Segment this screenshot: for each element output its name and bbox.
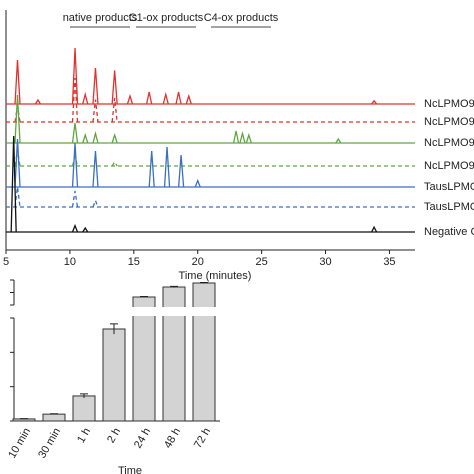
peak xyxy=(92,150,99,188)
error-bar xyxy=(20,418,28,420)
x-tick-label: 30 min xyxy=(36,426,63,461)
peak xyxy=(232,130,240,144)
peak xyxy=(162,91,169,105)
peak xyxy=(82,132,89,144)
x-tick-label: 72 h xyxy=(192,426,213,451)
error-bar xyxy=(110,323,118,335)
peak xyxy=(92,99,99,123)
peak xyxy=(175,91,182,105)
bar xyxy=(42,413,66,422)
peak xyxy=(92,198,99,208)
peak xyxy=(34,98,42,105)
bar xyxy=(72,395,96,422)
peak xyxy=(111,70,118,105)
bar xyxy=(102,328,126,422)
peak xyxy=(335,137,342,144)
legend-label: NcLPMO9F xyxy=(424,98,474,110)
x-tick-label: 30 xyxy=(319,256,331,268)
peak xyxy=(111,160,118,167)
peak xyxy=(111,97,118,123)
peak xyxy=(185,93,192,105)
peak xyxy=(371,99,378,105)
legend-label: NcLPMO9C xyxy=(424,137,474,149)
x-tick-label: 10 min xyxy=(6,426,33,461)
peak xyxy=(71,77,79,123)
axis-break xyxy=(192,307,216,316)
annotation: C4-ox products xyxy=(204,12,279,24)
error-bar xyxy=(200,282,208,284)
legend-label: NcLPMO9C xyxy=(424,160,474,172)
peak xyxy=(71,223,79,233)
x-axis-label: Time xyxy=(118,465,142,474)
peak xyxy=(82,226,89,233)
bar xyxy=(192,282,216,422)
error-bar xyxy=(80,393,88,398)
peak xyxy=(82,91,89,105)
axis-break xyxy=(132,307,156,316)
peak xyxy=(14,138,21,188)
peak xyxy=(92,67,99,105)
peak xyxy=(71,47,79,105)
annotation: C1-ox products xyxy=(129,12,204,24)
annotation: native products xyxy=(63,12,138,24)
x-tick-label: 10 xyxy=(64,256,76,268)
peak xyxy=(14,94,21,144)
x-tick-label: 20 xyxy=(192,256,204,268)
peak xyxy=(111,132,118,144)
peak xyxy=(71,122,79,144)
x-tick-label: 2 h xyxy=(105,426,123,445)
peak xyxy=(163,146,171,188)
legend-label: Negative C xyxy=(424,226,474,238)
legend-label: TausLPMO xyxy=(424,201,474,213)
peak xyxy=(14,59,21,105)
peak xyxy=(245,132,252,144)
peak xyxy=(71,142,79,188)
axis-break xyxy=(162,307,186,316)
peak xyxy=(126,93,134,105)
peak xyxy=(177,154,185,188)
error-bar xyxy=(140,296,148,298)
peak xyxy=(194,178,201,188)
x-tick-label: 1 h xyxy=(75,426,93,445)
peak xyxy=(92,130,99,144)
x-tick-label: 48 h xyxy=(162,426,183,451)
error-bar xyxy=(170,285,178,288)
x-axis-label: Time (minutes) xyxy=(179,270,252,282)
x-tick-label: 15 xyxy=(128,256,140,268)
x-tick-label: 5 xyxy=(3,256,9,268)
x-tick-label: 25 xyxy=(256,256,268,268)
peak xyxy=(10,135,17,233)
error-bar xyxy=(50,413,58,415)
x-tick-label: 24 h xyxy=(132,426,153,451)
peak xyxy=(148,150,155,188)
peak xyxy=(371,225,378,233)
peak xyxy=(239,130,246,144)
legend-label: NcLPMO9F xyxy=(424,116,474,128)
peak xyxy=(146,91,153,105)
x-tick-label: 35 xyxy=(383,256,395,268)
legend-label: TausLPMO xyxy=(424,181,474,193)
peak xyxy=(71,190,79,208)
